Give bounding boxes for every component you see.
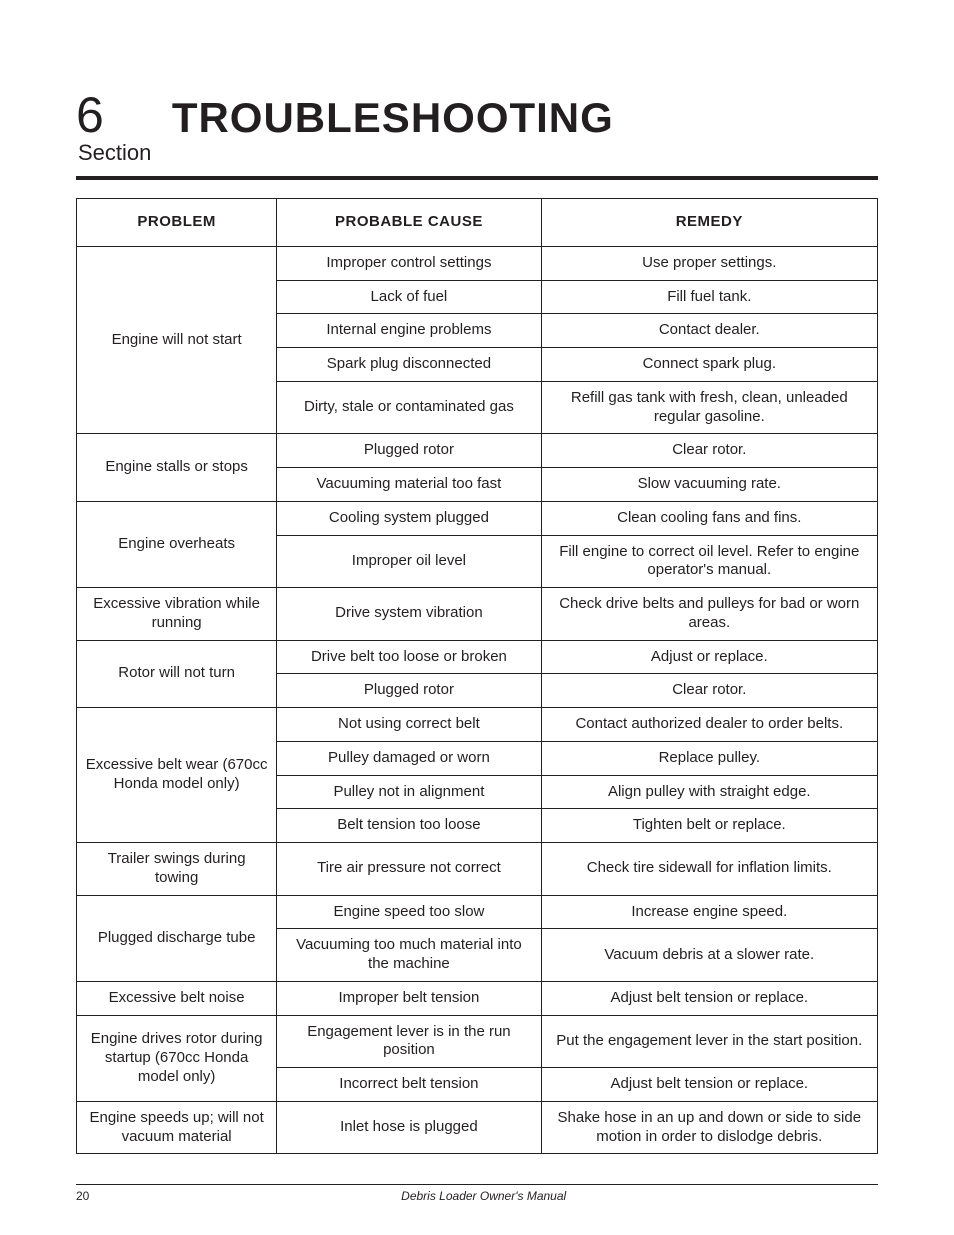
cause-cell: Drive belt too loose or broken — [277, 640, 541, 674]
cause-cell: Cooling system plugged — [277, 501, 541, 535]
table-row: Plugged discharge tubeEngine speed too s… — [77, 895, 878, 929]
table-row: Rotor will not turnDrive belt too loose … — [77, 640, 878, 674]
section-number: 6 — [76, 90, 104, 140]
problem-cell: Engine stalls or stops — [77, 434, 277, 502]
problem-cell: Engine speeds up; will not vacuum materi… — [77, 1101, 277, 1154]
remedy-cell: Refill gas tank with fresh, clean, unlea… — [541, 381, 877, 434]
remedy-cell: Vacuum debris at a slower rate. — [541, 929, 877, 982]
remedy-cell: Align pulley with straight edge. — [541, 775, 877, 809]
problem-cell: Excessive belt noise — [77, 981, 277, 1015]
remedy-cell: Check tire sidewall for inflation limits… — [541, 843, 877, 896]
problem-cell: Engine overheats — [77, 501, 277, 587]
remedy-cell: Replace pulley. — [541, 741, 877, 775]
section-title: TROUBLESHOOTING — [172, 94, 614, 142]
cause-cell: Pulley not in alignment — [277, 775, 541, 809]
cause-cell: Plugged rotor — [277, 434, 541, 468]
cause-cell: Internal engine problems — [277, 314, 541, 348]
remedy-cell: Fill fuel tank. — [541, 280, 877, 314]
cause-cell: Incorrect belt tension — [277, 1068, 541, 1102]
section-label: Section — [78, 140, 878, 166]
remedy-cell: Adjust belt tension or replace. — [541, 981, 877, 1015]
table-row: Excessive vibration while runningDrive s… — [77, 588, 878, 641]
table-row: Excessive belt noiseImproper belt tensio… — [77, 981, 878, 1015]
table-header-row: PROBLEM PROBABLE CAUSE REMEDY — [77, 199, 878, 247]
remedy-cell: Contact authorized dealer to order belts… — [541, 708, 877, 742]
remedy-cell: Fill engine to correct oil level. Refer … — [541, 535, 877, 588]
table-row: Engine will not startImproper control se… — [77, 246, 878, 280]
page-footer: 20 Debris Loader Owner's Manual — [76, 1184, 878, 1203]
cause-cell: Engine speed too slow — [277, 895, 541, 929]
remedy-cell: Clear rotor. — [541, 434, 877, 468]
problem-cell: Excessive belt wear (670cc Honda model o… — [77, 708, 277, 843]
table-row: Trailer swings during towingTire air pre… — [77, 843, 878, 896]
cause-cell: Tire air pressure not correct — [277, 843, 541, 896]
cause-cell: Spark plug disconnected — [277, 348, 541, 382]
remedy-cell: Contact dealer. — [541, 314, 877, 348]
heading-rule — [76, 176, 878, 180]
manual-title: Debris Loader Owner's Manual — [89, 1189, 878, 1203]
cause-cell: Vacuuming too much material into the mac… — [277, 929, 541, 982]
remedy-cell: Shake hose in an up and down or side to … — [541, 1101, 877, 1154]
remedy-cell: Increase engine speed. — [541, 895, 877, 929]
cause-cell: Engagement lever is in the run position — [277, 1015, 541, 1068]
cause-cell: Improper oil level — [277, 535, 541, 588]
remedy-cell: Slow vacuuming rate. — [541, 468, 877, 502]
cause-cell: Improper control settings — [277, 246, 541, 280]
cause-cell: Not using correct belt — [277, 708, 541, 742]
cause-cell: Lack of fuel — [277, 280, 541, 314]
remedy-cell: Adjust belt tension or replace. — [541, 1068, 877, 1102]
table-row: Engine drives rotor during startup (670c… — [77, 1015, 878, 1068]
remedy-cell: Adjust or replace. — [541, 640, 877, 674]
cause-cell: Vacuuming material too fast — [277, 468, 541, 502]
remedy-cell: Clear rotor. — [541, 674, 877, 708]
remedy-cell: Connect spark plug. — [541, 348, 877, 382]
cause-cell: Belt tension too loose — [277, 809, 541, 843]
col-header-problem: PROBLEM — [77, 199, 277, 247]
table-row: Excessive belt wear (670cc Honda model o… — [77, 708, 878, 742]
remedy-cell: Put the engagement lever in the start po… — [541, 1015, 877, 1068]
problem-cell: Engine drives rotor during startup (670c… — [77, 1015, 277, 1101]
problem-cell: Excessive vibration while running — [77, 588, 277, 641]
remedy-cell: Check drive belts and pulleys for bad or… — [541, 588, 877, 641]
table-row: Engine stalls or stopsPlugged rotorClear… — [77, 434, 878, 468]
table-row: Engine overheatsCooling system pluggedCl… — [77, 501, 878, 535]
col-header-remedy: REMEDY — [541, 199, 877, 247]
cause-cell: Inlet hose is plugged — [277, 1101, 541, 1154]
section-heading: 6 TROUBLESHOOTING Section — [76, 90, 878, 166]
cause-cell: Drive system vibration — [277, 588, 541, 641]
cause-cell: Dirty, stale or contaminated gas — [277, 381, 541, 434]
remedy-cell: Use proper settings. — [541, 246, 877, 280]
cause-cell: Improper belt tension — [277, 981, 541, 1015]
cause-cell: Pulley damaged or worn — [277, 741, 541, 775]
cause-cell: Plugged rotor — [277, 674, 541, 708]
problem-cell: Rotor will not turn — [77, 640, 277, 708]
col-header-cause: PROBABLE CAUSE — [277, 199, 541, 247]
problem-cell: Engine will not start — [77, 246, 277, 434]
problem-cell: Trailer swings during towing — [77, 843, 277, 896]
remedy-cell: Tighten belt or replace. — [541, 809, 877, 843]
table-row: Engine speeds up; will not vacuum materi… — [77, 1101, 878, 1154]
problem-cell: Plugged discharge tube — [77, 895, 277, 981]
troubleshooting-table: PROBLEM PROBABLE CAUSE REMEDY Engine wil… — [76, 198, 878, 1154]
page-number: 20 — [76, 1189, 89, 1203]
remedy-cell: Clean cooling fans and fins. — [541, 501, 877, 535]
